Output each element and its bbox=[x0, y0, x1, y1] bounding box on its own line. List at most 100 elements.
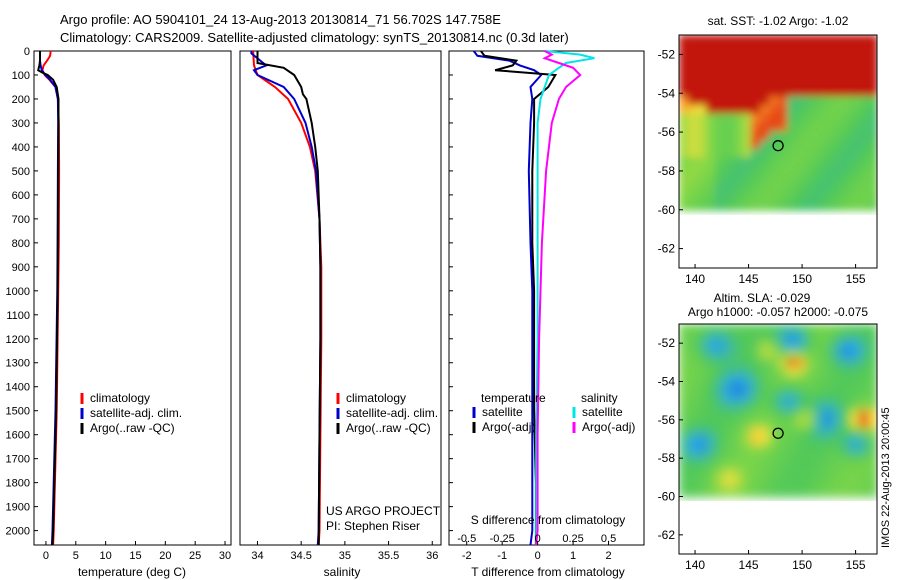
map-cell bbox=[805, 367, 815, 377]
map-cell bbox=[805, 410, 815, 420]
map-cell bbox=[841, 70, 851, 80]
map-cell bbox=[742, 427, 752, 438]
map-cell bbox=[733, 139, 743, 150]
map-cell bbox=[787, 479, 797, 489]
map-cell bbox=[796, 393, 806, 403]
x-tick-label: 30 bbox=[219, 550, 231, 562]
map-cell bbox=[787, 358, 797, 369]
map-cell bbox=[706, 453, 716, 463]
map-cell bbox=[832, 61, 842, 71]
difference-xlabel: T difference from climatology bbox=[471, 565, 625, 579]
map-cell bbox=[742, 122, 752, 133]
map-cell bbox=[787, 332, 797, 343]
map-cell bbox=[706, 332, 716, 343]
map-cell bbox=[751, 148, 761, 159]
map-cell bbox=[805, 174, 815, 185]
map-cell bbox=[724, 157, 734, 167]
map-cell bbox=[814, 104, 824, 115]
map-cell bbox=[805, 470, 815, 481]
map-cell bbox=[724, 453, 734, 463]
map-cell bbox=[760, 358, 770, 369]
map-cell bbox=[679, 375, 689, 386]
map-cell bbox=[868, 410, 877, 420]
map-cell bbox=[787, 183, 797, 194]
map-cell bbox=[868, 104, 877, 115]
map-cell bbox=[715, 43, 725, 54]
map-cell bbox=[724, 341, 734, 351]
map-cell bbox=[742, 78, 752, 89]
map-cell bbox=[715, 341, 725, 351]
y-tick-label: 1800 bbox=[6, 478, 30, 490]
map-cell bbox=[814, 157, 824, 167]
map-cell bbox=[868, 43, 877, 54]
map-cell bbox=[724, 418, 734, 429]
map-cell bbox=[850, 183, 860, 194]
map-cell bbox=[742, 401, 752, 412]
map-cell bbox=[832, 358, 842, 369]
map-cell bbox=[832, 52, 842, 63]
map-cell bbox=[733, 418, 743, 429]
map-cell bbox=[787, 418, 797, 429]
map-cell bbox=[760, 367, 770, 377]
map-cell bbox=[733, 436, 743, 446]
series-line-T-satellite bbox=[472, 50, 543, 546]
map-cell bbox=[796, 332, 806, 343]
map-cell bbox=[841, 375, 851, 386]
map-cell bbox=[814, 384, 824, 394]
map-cell bbox=[706, 367, 716, 377]
map-cell bbox=[760, 393, 770, 403]
map-cell bbox=[733, 78, 743, 89]
x-tick-label: 35 bbox=[339, 550, 351, 562]
map-cell bbox=[832, 35, 842, 45]
map-cell bbox=[796, 444, 806, 455]
map-cell bbox=[724, 393, 734, 403]
map-cell bbox=[859, 418, 869, 429]
map-cell bbox=[679, 52, 689, 63]
map-cell bbox=[805, 35, 815, 45]
map-cell bbox=[832, 122, 842, 133]
map-cell bbox=[850, 444, 860, 455]
y-tick-label: 1400 bbox=[6, 382, 30, 394]
map-cell bbox=[688, 358, 698, 369]
map-cell bbox=[679, 384, 689, 394]
map-cell bbox=[715, 192, 725, 202]
map-cell bbox=[841, 122, 851, 133]
map-cell bbox=[868, 375, 877, 386]
y-tick-label: 1100 bbox=[6, 310, 30, 322]
map-cell bbox=[760, 52, 770, 63]
map-cell bbox=[679, 70, 689, 80]
map-cell bbox=[778, 78, 788, 89]
map-cell bbox=[868, 131, 877, 141]
map-cell bbox=[760, 113, 770, 124]
map-cell bbox=[814, 479, 824, 489]
map-cell bbox=[841, 393, 851, 403]
map-cell bbox=[697, 479, 707, 489]
map-cell bbox=[805, 166, 815, 176]
map-cell bbox=[850, 367, 860, 377]
map-cell bbox=[688, 410, 698, 420]
map-cell bbox=[733, 87, 743, 98]
map-cell bbox=[715, 104, 725, 115]
temperature-panel: 0100200300400500600700800900100011001200… bbox=[6, 46, 232, 579]
map-cell bbox=[751, 436, 761, 446]
map-cell bbox=[715, 174, 725, 185]
map-cell bbox=[751, 427, 761, 438]
map-cell bbox=[778, 201, 788, 211]
map-cell bbox=[796, 131, 806, 141]
map-cell bbox=[706, 122, 716, 133]
map-cell bbox=[697, 462, 707, 472]
map-cell bbox=[697, 324, 707, 334]
map-cell bbox=[760, 122, 770, 133]
map-cell bbox=[688, 453, 698, 463]
map-cell bbox=[814, 341, 824, 351]
map-cell bbox=[787, 70, 797, 80]
map-cell bbox=[787, 436, 797, 446]
legend-label: Argo(..raw -QC) bbox=[90, 421, 175, 435]
map-cell bbox=[859, 349, 869, 360]
map-cell bbox=[715, 375, 725, 386]
map-cell bbox=[760, 174, 770, 185]
map-cell bbox=[769, 349, 779, 360]
map-cell bbox=[769, 453, 779, 463]
salinity-annotation-pi: PI: Stephen Riser bbox=[326, 519, 420, 533]
map-cell bbox=[823, 349, 833, 360]
